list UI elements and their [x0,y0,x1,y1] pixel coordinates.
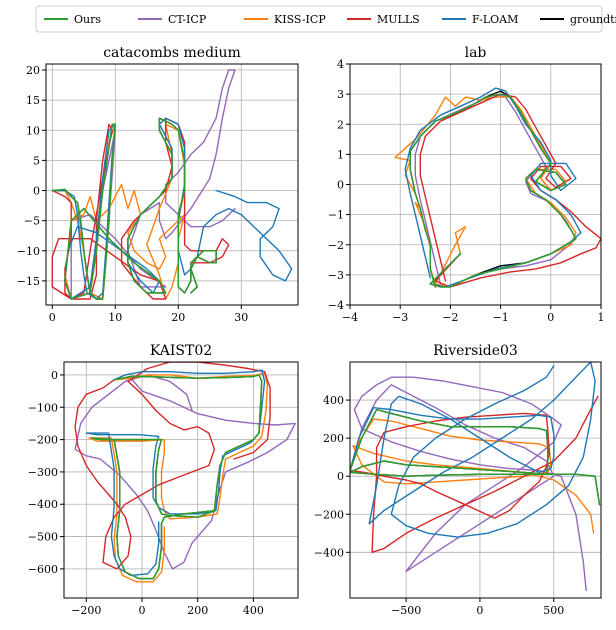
y-tick-label: 4 [337,58,344,71]
y-tick-label: 0 [33,185,40,198]
tick-labels: −4 −3 −2 −1 0 1 −4 −3 −2 −1 0 1 2 3 4 [328,58,605,324]
tick-labels: −500 0 500 −400 −200 0 200 400 [314,394,564,617]
legend-entry-f-loam: F-LOAM [442,13,518,26]
x-tick-label: 500 [543,604,564,617]
series-line-ct-icp [74,374,296,570]
x-tick-label: 1 [598,311,605,324]
y-tick-label: −600 [28,563,58,576]
legend-label: Ours [74,13,101,26]
legend: Ours CT-ICP KISS-ICP MULLS F-LOAM groundtruth [35,5,616,33]
x-tick-label: −1 [492,311,508,324]
legend-entry-ct-icp: CT-ICP [138,13,207,26]
legend-entry-groundtruth: groundtruth [540,13,616,26]
series-group [51,69,293,300]
y-tick-label: −300 [28,466,58,479]
panel-title: catacombs medium [103,45,241,61]
legend-entry-ours: Ours [44,13,101,26]
series-line-ours [350,408,601,506]
x-tick-label: 20 [171,311,185,324]
y-tick-label: 400 [323,394,344,407]
series-line-mulls [419,93,601,288]
y-tick-label: −5 [24,215,40,228]
y-tick-label: 0 [337,470,344,483]
series-line-f-loam [350,362,596,538]
x-tick-label: −500 [391,604,421,617]
y-tick-label: −4 [328,299,344,312]
panel-title: Riverside03 [433,343,518,359]
y-tick-label: −200 [28,434,58,447]
legend-label: MULLS [377,13,420,26]
legend-label: KISS-ICP [274,13,326,26]
series-group [350,362,601,592]
legend-entry-mulls: MULLS [347,13,420,26]
y-tick-label: 200 [323,432,344,445]
x-tick-label: 0 [476,604,483,617]
x-tick-label: 0 [547,311,554,324]
x-tick-label: −4 [342,311,358,324]
panel-catacombs-medium: 0 10 20 30 −15 −10 −5 0 5 10 15 20 catacombs medium [17,45,299,324]
x-tick-label: 0 [139,604,146,617]
y-tick-label: 0 [337,179,344,192]
axes-frame [45,63,299,306]
y-tick-label: −2 [328,239,344,252]
legend-entry-kiss-icp: KISS-ICP [244,13,326,26]
y-tick-label: 15 [26,94,40,107]
y-tick-label: −400 [314,546,344,559]
series-line-mulls [51,117,230,300]
legend-label: CT-ICP [168,13,207,26]
series-line-mulls [74,362,271,570]
x-tick-label: −2 [442,311,458,324]
y-tick-label: 20 [26,64,40,77]
series-group [394,87,601,288]
x-tick-label: 30 [234,311,248,324]
x-tick-label: 200 [187,604,208,617]
y-tick-label: −10 [17,245,40,258]
y-tick-label: −15 [17,275,40,288]
x-tick-label: 10 [108,311,122,324]
x-tick-label: 0 [49,311,56,324]
series-line-ours [91,374,263,580]
axes-frame [63,361,299,599]
y-tick-label: 0 [51,369,58,382]
panel-title: KAIST02 [150,343,212,359]
tick-labels: 0 10 20 30 −15 −10 −5 0 5 10 15 20 [17,64,249,324]
panel-riverside03: −500 0 500 −400 −200 0 200 400 Riverside03 [314,343,602,617]
series-line-ct-icp [51,69,236,300]
tick-labels: −200 0 200 400 −600 −500 −400 −300 −200 −100 0 [28,369,264,617]
x-tick-label: −3 [392,311,408,324]
legend-label: F-LOAM [472,13,518,26]
y-tick-label: 10 [26,124,40,137]
y-tick-label: 5 [33,154,40,167]
x-tick-label: 400 [243,604,264,617]
y-tick-label: −100 [28,401,58,414]
series-line-ours [409,93,577,288]
y-tick-label: −3 [328,269,344,282]
panel-kaist02: −200 0 200 400 −600 −500 −400 −300 −200 −100 0 KAIS… [28,343,299,617]
series-group [74,362,296,583]
y-tick-label: −200 [314,508,344,521]
series-line-ours [51,117,217,300]
y-tick-label: −500 [28,531,58,544]
panel-title: lab [465,45,487,61]
y-tick-label: −1 [328,209,344,222]
grid [64,362,298,598]
y-tick-label: 2 [337,118,344,131]
x-tick-label: −200 [71,604,101,617]
axes-frame [349,361,602,599]
legend-frame [35,5,603,33]
panel-lab: −4 −3 −2 −1 0 1 −4 −3 −2 −1 0 1 2 3 4 lab [328,45,605,324]
y-tick-label: 1 [337,148,344,161]
y-tick-label: −400 [28,498,58,511]
y-tick-label: 3 [337,88,344,101]
legend-label: groundtruth [570,13,616,26]
series-line-mulls [350,395,599,553]
